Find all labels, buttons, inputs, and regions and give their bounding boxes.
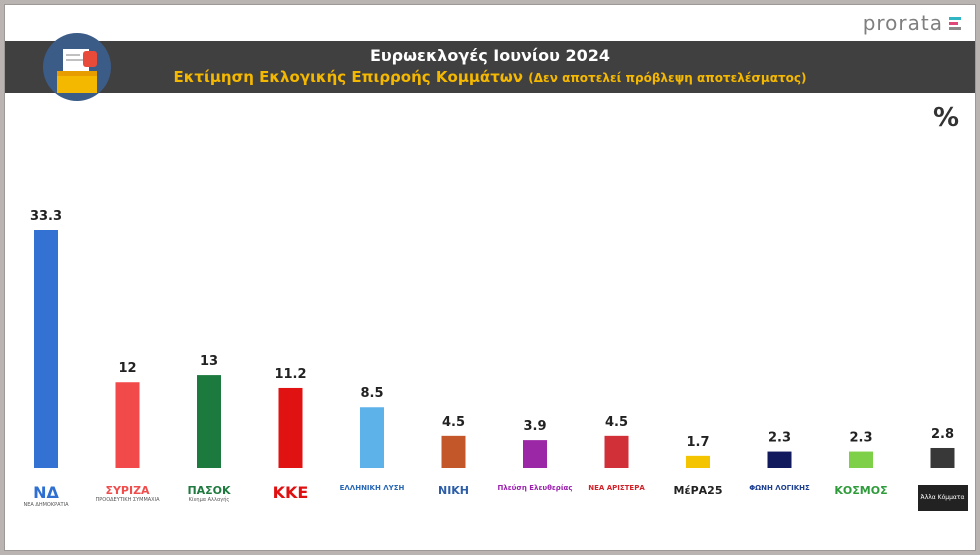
chart-frame: prorata Ευρωεκλογές Ιουνίου 2024 Εκτίμησ…: [4, 4, 976, 551]
bar-chart: 33.3 12 13 11.2 8.5 4.5 3.9 4.5 1.7 2.3 2.3 2.8: [30, 209, 955, 468]
chart-title: Ευρωεκλογές Ιουνίου 2024: [369, 46, 611, 65]
bar-1: [34, 230, 58, 468]
bar-11: [849, 451, 873, 468]
percent-symbol: %: [933, 103, 960, 133]
party-name: Άλλα Κόμματα: [920, 494, 965, 501]
value-label-9: 1.7: [686, 435, 709, 450]
party-label-4: ΚΚΕ: [253, 485, 329, 501]
ballot-box-icon: [43, 33, 111, 101]
brand-mark-icon: [947, 15, 963, 31]
party-label-12: Άλλα Κόμματα: [917, 485, 968, 511]
value-label-11: 2.3: [849, 431, 872, 446]
party-name: ΣΥΡΙΖΑ: [105, 484, 150, 497]
bar-9: [686, 455, 710, 468]
value-label-8: 4.5: [605, 415, 628, 430]
subtitle-note: (Δεν αποτελεί πρόβλεψη αποτελέσματος): [528, 71, 807, 85]
party-subtitle: Κίνημα Αλλαγής: [188, 497, 230, 503]
bar-8: [604, 435, 629, 468]
party-name: ΚΚΕ: [272, 483, 309, 502]
value-label-5: 8.5: [360, 386, 383, 401]
party-label-2: ΣΥΡΙΖΑ ΠΡΟΟΔΕΥΤΙΚΗ ΣΥΜΜΑΧΙΑ: [90, 485, 166, 503]
party-name: ΝΔ: [33, 483, 59, 502]
brand-name: prorata: [862, 11, 943, 35]
value-label-6: 4.5: [442, 415, 465, 430]
party-name: Πλεύση Ελευθερίας: [497, 484, 573, 492]
bar-7: [523, 440, 547, 468]
header-bar: Ευρωεκλογές Ιουνίου 2024 Εκτίμηση Εκλογι…: [5, 41, 975, 93]
party-label-1: ΝΔ ΝΕΑ ΔΗΜΟΚΡΑΤΙΑ: [8, 485, 84, 508]
value-label-7: 3.9: [523, 419, 546, 434]
bar-12: [930, 447, 955, 468]
party-label-8: ΝΕΑ ΑΡΙΣΤΕΡΑ: [579, 485, 655, 492]
party-name: ΠΑΣΟΚ: [187, 484, 231, 497]
party-name: ΝΙΚΗ: [437, 484, 470, 497]
value-label-1: 33.3: [30, 209, 62, 224]
party-label-10: ΦΩΝΗ ΛΟΓΙΚΗΣ: [742, 485, 818, 492]
party-label-11: ΚΟΣΜΟΣ: [823, 485, 899, 496]
party-label-7: Πλεύση Ελευθερίας: [497, 485, 573, 492]
bar-4: [278, 387, 303, 468]
bar-5: [360, 407, 384, 468]
value-label-2: 12: [118, 361, 136, 376]
value-label-12: 2.8: [931, 427, 954, 442]
party-subtitle: ΝΕΑ ΔΗΜΟΚΡΑΤΙΑ: [23, 502, 69, 508]
chart-subtitle: Εκτίμηση Εκλογικής Επιρροής Κομμάτων (Δε…: [5, 68, 975, 86]
bar-3: [197, 375, 221, 468]
party-name: ΜέΡΑ25: [673, 484, 723, 497]
bar-2: [115, 382, 140, 468]
party-name: ΕΛΛΗΝΙΚΗ ΛΥΣΗ: [339, 484, 405, 492]
party-name: ΦΩΝΗ ΛΟΓΙΚΗΣ: [749, 484, 810, 492]
subtitle-main: Εκτίμηση Εκλογικής Επιρροής Κομμάτων: [173, 68, 524, 86]
party-subtitle: ΠΡΟΟΔΕΥΤΙΚΗ ΣΥΜΜΑΧΙΑ: [95, 497, 160, 503]
party-label-6: ΝΙΚΗ: [416, 485, 492, 496]
party-label-3: ΠΑΣΟΚ Κίνημα Αλλαγής: [171, 485, 247, 503]
party-name: ΝΕΑ ΑΡΙΣΤΕΡΑ: [588, 484, 645, 492]
bar-10: [767, 451, 792, 468]
party-label-5: ΕΛΛΗΝΙΚΗ ΛΥΣΗ: [334, 485, 410, 492]
party-name: ΚΟΣΜΟΣ: [834, 484, 888, 497]
value-label-3: 13: [200, 354, 218, 369]
value-label-10: 2.3: [768, 431, 791, 446]
value-label-4: 11.2: [274, 367, 306, 382]
brand-logo: prorata: [863, 11, 963, 35]
bar-6: [441, 435, 466, 468]
party-label-9: ΜέΡΑ25: [660, 485, 736, 496]
